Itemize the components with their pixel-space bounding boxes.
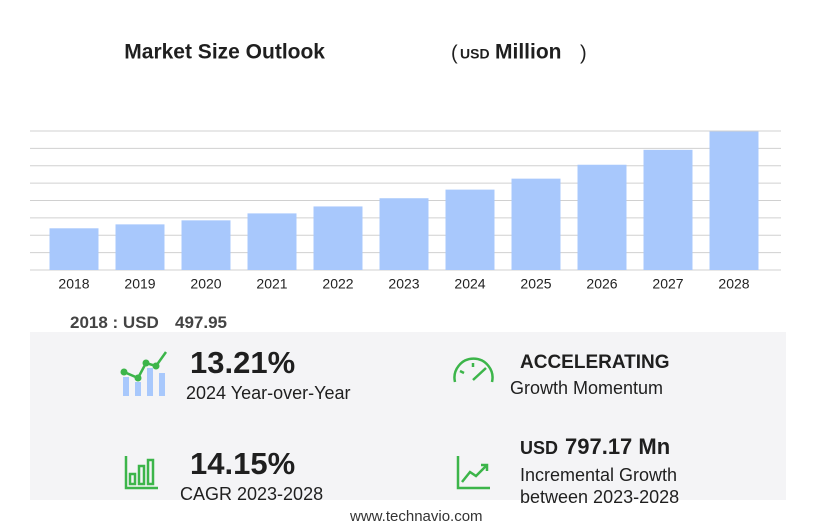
kpi-value: 14.15% xyxy=(190,446,296,481)
bar xyxy=(511,178,561,270)
cagr-icon xyxy=(124,456,158,490)
x-tick-label: 2018 xyxy=(58,276,89,292)
incremental-icon xyxy=(456,456,490,490)
unit-prefix: USD xyxy=(460,46,490,62)
kpi-label: Incremental Growth xyxy=(520,465,678,485)
base-year-label: 2018 : USD xyxy=(70,313,159,332)
kpi-label: between 2023-2028 xyxy=(520,487,680,507)
chart-title: Market Size Outlook xyxy=(124,41,325,64)
x-tick-label: 2028 xyxy=(718,276,749,292)
kpi-prefix: USD xyxy=(520,438,559,458)
bar xyxy=(49,228,99,270)
x-tick-label: 2022 xyxy=(322,276,353,292)
bar xyxy=(577,164,627,270)
kpi-value: 797.17 Mn xyxy=(565,434,671,459)
kpi-label: Growth Momentum xyxy=(510,378,664,398)
paren: ) xyxy=(580,42,587,64)
footer: www.technavio.com xyxy=(350,508,483,525)
kpi-value: ACCELERATING xyxy=(520,352,670,373)
bar xyxy=(709,131,759,270)
bar xyxy=(643,149,693,270)
x-tick-label: 2024 xyxy=(454,276,485,292)
bar xyxy=(181,220,231,270)
x-tick-label: 2026 xyxy=(586,276,617,292)
unit: Million xyxy=(495,41,562,64)
bar xyxy=(445,189,495,270)
x-tick-label: 2019 xyxy=(124,276,155,292)
x-tick-label: 2025 xyxy=(520,276,551,292)
bar xyxy=(115,224,165,270)
x-tick-label: 2023 xyxy=(388,276,419,292)
base-year-value: 497.95 xyxy=(175,313,227,332)
chart: Market Size Outlook ( USD Million ) 2018… xyxy=(30,41,781,292)
x-tick-label: 2027 xyxy=(652,276,683,292)
kpi-panel xyxy=(30,332,786,500)
x-tick-label: 2020 xyxy=(190,276,221,292)
kpi-label: 2024 Year-over-Year xyxy=(186,383,351,403)
kpi-value: 13.21% xyxy=(190,345,296,380)
kpi-label: CAGR 2023-2028 xyxy=(180,484,324,504)
x-tick-label: 2021 xyxy=(256,276,287,292)
paren: ( xyxy=(451,42,458,64)
yoy-icon xyxy=(123,368,165,396)
bar xyxy=(313,206,363,270)
bar xyxy=(247,213,297,270)
bar xyxy=(379,198,429,270)
gauge-icon xyxy=(453,357,494,383)
